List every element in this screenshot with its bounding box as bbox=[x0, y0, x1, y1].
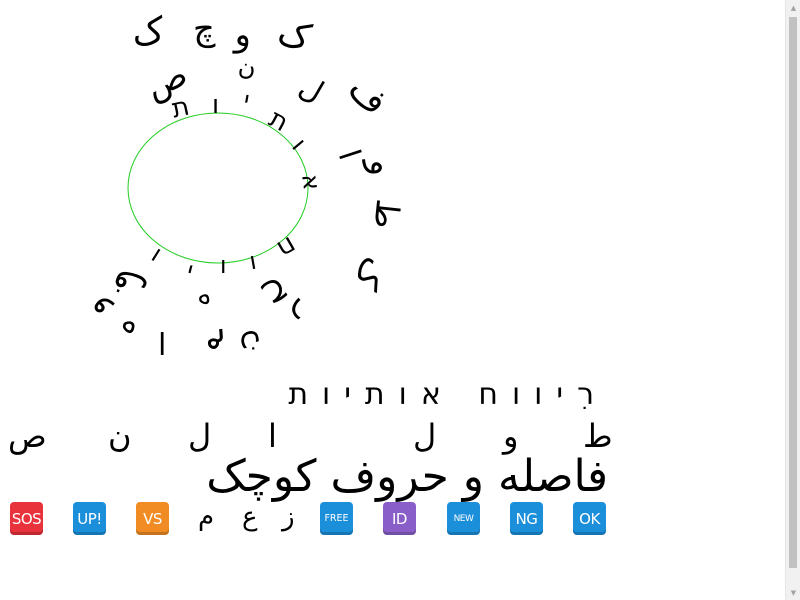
id-icon: ID bbox=[383, 502, 416, 535]
hebrew-line: רִיווח אותיות bbox=[288, 377, 608, 412]
spaced-letter: ا bbox=[268, 417, 277, 455]
vertical-scrollbar[interactable]: ▲ ▼ bbox=[785, 0, 800, 600]
loose-letter: م bbox=[198, 502, 215, 532]
spaced-letter: ل bbox=[188, 417, 212, 455]
spaced-letter: ل bbox=[413, 417, 437, 455]
spaced-letter: و bbox=[503, 417, 519, 455]
outer-glyph: ن bbox=[237, 52, 257, 82]
new-icon: NEW bbox=[447, 502, 480, 535]
vs-icon: VS bbox=[136, 502, 169, 535]
scrollbar-thumb[interactable] bbox=[789, 17, 797, 568]
scroll-up-arrow-icon[interactable]: ▲ bbox=[790, 3, 797, 12]
free-icon: FREE bbox=[320, 502, 353, 535]
badge-row: SOS UP! VS م ع ز FREE ID NEW NG OK bbox=[10, 502, 610, 536]
inner-glyph: א bbox=[296, 172, 327, 192]
spaced-letter: ص bbox=[8, 417, 47, 455]
up-icon: UP! bbox=[73, 502, 106, 535]
spaced-letter: ط bbox=[583, 417, 613, 455]
sos-icon: SOS bbox=[10, 502, 43, 535]
bottom-glyph: م bbox=[204, 328, 228, 368]
outer-glyph: ک bbox=[129, 9, 167, 56]
scroll-down-arrow-icon[interactable]: ▼ bbox=[790, 588, 797, 597]
outer-glyph: ط bbox=[366, 197, 408, 231]
persian-title-line: فاصله و حروف کوچک bbox=[206, 451, 608, 502]
loose-letter: ع bbox=[242, 502, 258, 532]
bottom-glyph: ا bbox=[158, 324, 167, 359]
spaced-letter: ن bbox=[108, 417, 132, 455]
green-circle bbox=[127, 112, 309, 264]
inner-glyph: ו bbox=[212, 90, 220, 120]
loose-letter: ز bbox=[282, 502, 295, 532]
ng-icon: NG bbox=[510, 502, 543, 535]
outer-glyph: چ bbox=[192, 8, 216, 50]
inner-glyph: ו bbox=[220, 254, 227, 282]
ok-icon: OK bbox=[573, 502, 606, 535]
outer-glyph: و bbox=[233, 14, 253, 56]
